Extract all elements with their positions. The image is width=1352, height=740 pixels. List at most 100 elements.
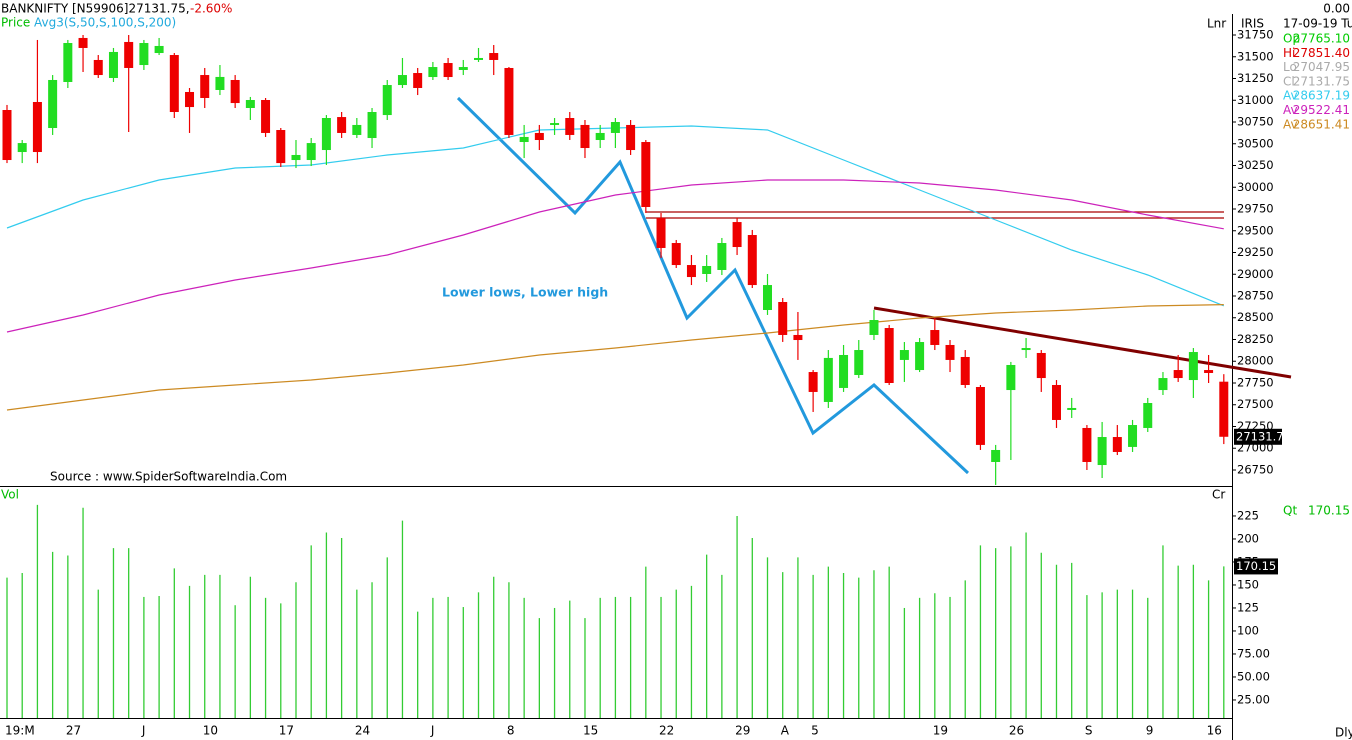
candle-body [656, 218, 666, 248]
candle-body [823, 357, 833, 402]
candle-body [686, 265, 696, 278]
candle-body [1097, 437, 1107, 466]
candle-body [610, 122, 620, 133]
plot [2, 35, 1229, 718]
y-tick-label: 30500 [1237, 136, 1274, 150]
x-tick-label: J [141, 724, 146, 738]
x-tick-label: 22 [659, 724, 674, 738]
candle-body [793, 334, 803, 341]
legend-price: Price [1, 16, 30, 30]
candle-body [1051, 384, 1061, 420]
y-tick-label: 25.00 [1237, 692, 1270, 706]
y-tick-label: 28250 [1237, 332, 1274, 346]
x-tick-label: 9 [1146, 724, 1154, 738]
candle-body [808, 372, 818, 392]
candle-body [671, 243, 681, 266]
panel-date: 17-09-19 Tu [1283, 17, 1352, 31]
y-tick-label: 150 [1237, 577, 1259, 591]
last-value-label: 170.15 [1236, 559, 1276, 573]
candle-body [641, 142, 651, 208]
y-tick-label: 29000 [1237, 267, 1274, 281]
candle-body [869, 320, 879, 335]
candle-body [215, 76, 225, 90]
panel-row-value: 27851.40 [1293, 46, 1350, 60]
candle-body [306, 143, 316, 161]
candle-body [382, 85, 392, 116]
y-tick-label: 31750 [1237, 28, 1274, 42]
panel-row-value: 28637.19 [1293, 89, 1350, 103]
candle-body [747, 235, 757, 286]
candle-body [763, 285, 772, 311]
candle-body [352, 124, 362, 135]
y-tick-label: 30750 [1237, 115, 1274, 129]
y-tick-label: 29500 [1237, 223, 1274, 237]
candle-body [93, 59, 103, 76]
chart-title: BANKNIFTY [N59906]27131.75, [1, 2, 190, 16]
candle-body [139, 43, 149, 66]
candle-body [245, 99, 255, 108]
zigzag-annotation [456, 96, 970, 475]
candle-body [595, 132, 605, 141]
x-tick-label: 26 [1009, 724, 1024, 738]
candle-body [504, 67, 514, 135]
candle-body [899, 350, 909, 360]
candle-body [1082, 427, 1092, 462]
candle-body [1128, 425, 1138, 447]
y-tick-label: 27750 [1237, 375, 1274, 389]
candle-body [1006, 364, 1016, 391]
panel-title: IRIS [1241, 17, 1264, 31]
y-tick-label: 31000 [1237, 93, 1274, 107]
y-tick-label: 30250 [1237, 158, 1274, 172]
candle-body [1036, 352, 1046, 379]
panel-row-value: 28651.41 [1293, 117, 1350, 131]
candle-body [397, 75, 407, 86]
y-tick-label: 26750 [1237, 462, 1274, 476]
panel-row-label: Av [1283, 89, 1298, 103]
moving-average [6, 304, 1224, 411]
panel-row-label: Av [1283, 117, 1298, 131]
candle-body [1188, 352, 1198, 381]
y-tick-label: 100 [1237, 623, 1259, 637]
panel-row-label: Cl [1283, 74, 1295, 88]
y-tick-label: 225 [1237, 508, 1259, 522]
y-tick-label: 27500 [1237, 397, 1274, 411]
panel-row-value: 27131.75 [1293, 74, 1350, 88]
x-tick-label: 8 [507, 724, 515, 738]
candle-body [63, 43, 73, 82]
top-value: 0.00 [1323, 2, 1350, 16]
candle-body [337, 117, 347, 133]
y-tick-label: 29250 [1237, 245, 1274, 259]
trend-line [873, 306, 1292, 379]
x-tick-label: A [781, 724, 790, 738]
x-tick-label: 5 [811, 724, 819, 738]
last-value-box [1234, 558, 1278, 575]
candle-body [915, 342, 925, 371]
candle-body [32, 101, 42, 153]
qt-label: Qt [1283, 504, 1297, 518]
candle-body [489, 53, 499, 60]
candle-body [930, 330, 940, 345]
candle-body [443, 63, 453, 78]
candle-body [1219, 381, 1229, 437]
candle-body [626, 124, 636, 151]
candle-body [169, 55, 179, 113]
x-tick-label: S [1085, 724, 1093, 738]
candle-body [474, 57, 484, 60]
y-tick-label: 125 [1237, 600, 1259, 614]
candle-body [550, 123, 560, 125]
y-tick-label: 31500 [1237, 49, 1274, 63]
y-tick-label: 50.00 [1237, 669, 1270, 683]
legend-averages: Avg3(S,50,S,100,S,200) [34, 16, 176, 30]
candle-body [230, 79, 240, 104]
candle-body [185, 91, 195, 108]
candle-body [580, 124, 590, 149]
panel-row-label: Av [1283, 103, 1298, 117]
x-tick-label: 10 [203, 724, 218, 738]
y-tick-label: 75.00 [1237, 646, 1270, 660]
y-tick-label: 31250 [1237, 71, 1274, 85]
candle-body [1067, 407, 1077, 410]
candle-body [261, 99, 271, 133]
candle-body [48, 79, 58, 129]
candle-body [276, 130, 286, 164]
